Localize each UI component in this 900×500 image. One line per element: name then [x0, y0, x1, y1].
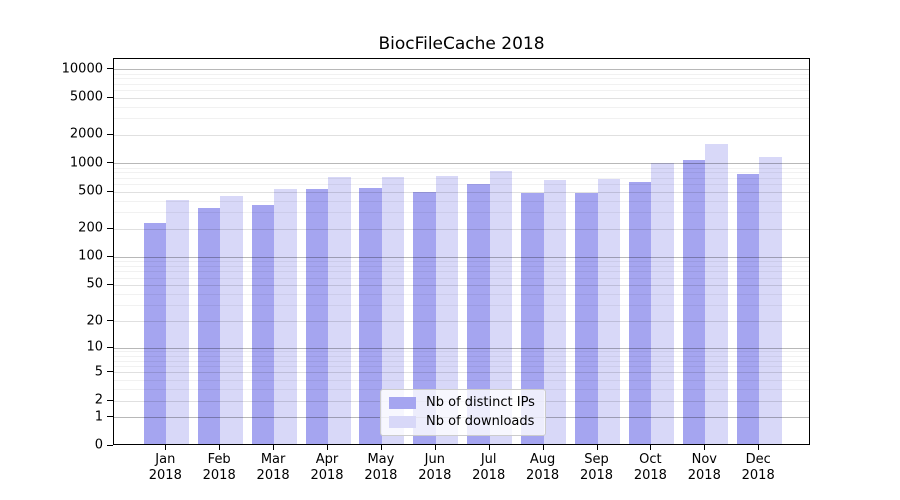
bar-nb-of-distinct-ips-jan [143, 223, 167, 444]
y-tick-label-5: 5 [94, 364, 103, 380]
x-tick-label-aug: Aug 2018 [526, 452, 560, 483]
x-tick-label-apr: Apr 2018 [310, 452, 344, 483]
x-tick-label-feb: Feb 2018 [202, 452, 236, 483]
bar-nb-of-distinct-ips-feb [197, 208, 221, 444]
y-tick-label-50: 50 [86, 276, 103, 292]
bar-nb-of-distinct-ips-jul [467, 183, 490, 444]
y-tick-mark-10 [107, 346, 113, 348]
x-tick-label-dec: Dec 2018 [741, 452, 775, 483]
legend-item-downloads: Nb of downloads [389, 415, 535, 429]
y-tick-label-2000: 2000 [69, 126, 103, 142]
y-tick-label-0: 0 [94, 437, 103, 453]
plot-area: Nb of distinct IPs Nb of downloads [113, 58, 810, 445]
bar-nb-of-distinct-ips-may [359, 188, 382, 444]
bar-nb-of-distinct-ips-sep [575, 193, 598, 444]
x-tick-label-jan: Jan 2018 [148, 452, 182, 483]
x-tick-mark-aug [542, 445, 544, 450]
legend-swatch-distinct-ips [389, 397, 416, 409]
x-tick-label-sep: Sep 2018 [579, 452, 614, 483]
y-tick-label-2: 2 [94, 392, 103, 408]
y-tick-label-1: 1 [94, 409, 103, 425]
y-tick-label-5000: 5000 [69, 89, 103, 105]
bar-nb-of-distinct-ips-nov [682, 159, 706, 444]
bar-nb-of-downloads-feb [220, 195, 243, 444]
y-tick-mark-5000 [107, 96, 113, 98]
bar-nb-of-distinct-ips-oct [628, 181, 652, 444]
chart-title: BiocFileCache 2018 [378, 34, 545, 54]
y-tick-label-20: 20 [86, 313, 103, 329]
bar-nb-of-downloads-jun [435, 176, 459, 444]
bar-nb-of-downloads-mar [274, 188, 297, 444]
bar-nb-of-distinct-ips-jun [413, 191, 436, 444]
y-tick-mark-1000 [107, 162, 113, 164]
legend-swatch-downloads [389, 416, 416, 428]
bar-nb-of-downloads-may [381, 176, 405, 444]
y-tick-mark-50 [107, 283, 113, 285]
y-tick-label-500: 500 [78, 183, 103, 199]
y-tick-label-200: 200 [78, 220, 103, 236]
x-tick-label-may: May 2018 [364, 452, 398, 483]
y-tick-mark-200 [107, 227, 113, 229]
y-tick-mark-2000 [107, 133, 113, 135]
y-tick-mark-1 [107, 416, 113, 418]
bar-nb-of-downloads-jan [166, 199, 189, 444]
bar-nb-of-downloads-oct [651, 163, 674, 444]
y-tick-mark-10000 [107, 68, 113, 70]
y-tick-mark-500 [107, 190, 113, 192]
x-tick-mark-jan [165, 445, 167, 450]
y-tick-mark-100 [107, 255, 113, 257]
x-tick-label-mar: Mar 2018 [256, 452, 290, 483]
x-tick-label-oct: Oct 2018 [633, 452, 667, 483]
bar-nb-of-downloads-dec [759, 157, 782, 444]
legend: Nb of distinct IPs Nb of downloads [380, 389, 546, 436]
bar-nb-of-downloads-nov [705, 143, 728, 444]
x-tick-mark-jul [488, 445, 490, 450]
x-tick-mark-jun [434, 445, 436, 450]
y-tick-label-10: 10 [86, 339, 103, 355]
x-tick-label-jul: Jul 2018 [472, 452, 506, 483]
legend-label-distinct-ips: Nb of distinct IPs [426, 395, 535, 410]
legend-label-downloads: Nb of downloads [426, 414, 535, 429]
y-tick-mark-20 [107, 320, 113, 322]
x-tick-mark-mar [273, 445, 275, 450]
x-tick-mark-sep [596, 445, 598, 450]
x-tick-mark-may [380, 445, 382, 450]
y-tick-label-100: 100 [78, 248, 103, 264]
x-tick-mark-oct [650, 445, 652, 450]
y-tick-mark-5 [107, 371, 113, 373]
x-tick-mark-apr [327, 445, 328, 450]
bar-nb-of-distinct-ips-apr [305, 189, 328, 444]
bar-nb-of-downloads-jul [489, 170, 513, 444]
x-tick-mark-dec [758, 445, 760, 450]
y-tick-label-10000: 10000 [61, 61, 103, 77]
y-tick-mark-0 [107, 444, 113, 446]
bar-nb-of-downloads-apr [328, 176, 351, 444]
x-tick-label-jun: Jun 2018 [418, 452, 452, 483]
bar-nb-of-distinct-ips-dec [736, 173, 760, 444]
y-tick-label-1000: 1000 [69, 155, 103, 171]
y-tick-mark-2 [107, 399, 113, 401]
bar-nb-of-distinct-ips-aug [521, 193, 544, 444]
legend-item-distinct-ips: Nb of distinct IPs [389, 396, 535, 410]
x-tick-label-nov: Nov 2018 [687, 452, 721, 483]
x-tick-mark-feb [219, 445, 221, 450]
bar-nb-of-downloads-aug [543, 179, 567, 444]
bar-nb-of-downloads-sep [597, 179, 620, 444]
bar-nb-of-distinct-ips-mar [251, 204, 275, 444]
x-tick-mark-nov [704, 445, 706, 450]
bars-layer [114, 59, 809, 444]
